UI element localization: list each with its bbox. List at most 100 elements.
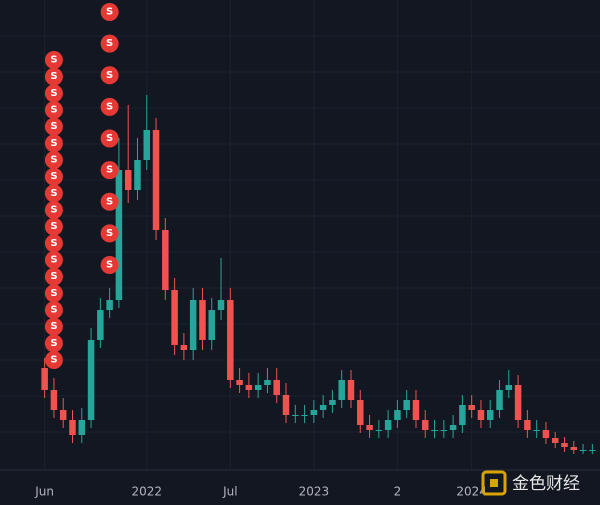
- signal-marker: [44, 317, 63, 336]
- candle-body: [384, 420, 392, 430]
- signal-label: S: [50, 355, 57, 366]
- signal-marker: [100, 192, 119, 211]
- candle-body: [570, 447, 578, 450]
- candle-body: [162, 230, 169, 290]
- signal-label: S: [50, 271, 57, 282]
- candle-body: [41, 368, 48, 390]
- x-tick-label: 2023: [299, 485, 330, 499]
- signal-marker: [100, 3, 119, 21]
- signal-label: S: [106, 165, 113, 176]
- candle-body: [180, 345, 188, 350]
- signal-label: S: [50, 338, 57, 349]
- signal-label: S: [50, 188, 57, 199]
- candle-body: [189, 300, 197, 350]
- signal-marker: [100, 66, 119, 85]
- candle-body: [97, 310, 104, 340]
- watermark-logo-core: [490, 479, 498, 487]
- candle-body: [50, 390, 58, 410]
- candle-body: [59, 410, 67, 420]
- candle-body: [589, 450, 596, 451]
- signal-marker: [44, 117, 63, 136]
- signal-label: S: [50, 71, 57, 82]
- watermark: 金色财经: [481, 470, 580, 496]
- candle-body: [524, 420, 531, 430]
- signal-marker: [44, 67, 63, 86]
- candle-body: [579, 450, 587, 451]
- candle-body: [422, 420, 429, 430]
- candle-body: [69, 420, 76, 435]
- signal-marker: [44, 234, 63, 253]
- candle-body: [394, 410, 401, 420]
- candle-body: [124, 170, 132, 190]
- candle-body: [264, 380, 271, 385]
- signal-label: S: [50, 55, 57, 66]
- candle-body: [282, 395, 290, 415]
- candle-body: [87, 340, 95, 420]
- signal-label: S: [50, 205, 57, 216]
- signal-label: S: [50, 121, 57, 132]
- signal-marker: [44, 184, 63, 203]
- candle-body: [338, 380, 345, 400]
- signal-label: S: [50, 255, 57, 266]
- candle-body: [496, 390, 503, 410]
- signal-marker: [44, 201, 63, 219]
- signal-label: S: [50, 105, 57, 116]
- signal-marker: [44, 151, 63, 169]
- signal-marker: [44, 334, 63, 353]
- candle-body: [551, 438, 559, 443]
- candle-body: [357, 400, 364, 425]
- candle-body: [440, 430, 448, 431]
- candle-body: [542, 430, 550, 438]
- candle-body: [412, 400, 420, 420]
- signal-label: S: [50, 305, 57, 316]
- signal-label: S: [106, 228, 113, 239]
- signal-marker: [100, 256, 119, 274]
- signal-label: S: [106, 101, 113, 112]
- signal-label: S: [106, 38, 113, 49]
- candle-body: [301, 415, 308, 416]
- signal-marker: [44, 51, 63, 69]
- x-tick-label: 2: [394, 485, 402, 499]
- x-tick-label: Jun: [34, 485, 54, 499]
- candle-body: [217, 300, 225, 310]
- signal-label: S: [106, 70, 113, 81]
- signal-marker: [100, 224, 119, 243]
- candle-body: [486, 410, 494, 420]
- signal-marker: [100, 34, 119, 53]
- candle-body: [292, 415, 299, 416]
- candle-body: [319, 405, 327, 410]
- candle-body: [366, 425, 373, 430]
- x-tick-label: 2022: [131, 485, 162, 499]
- candle-body: [403, 400, 410, 410]
- signal-marker: [100, 161, 119, 180]
- signal-marker: [44, 101, 63, 119]
- candle-body: [329, 400, 336, 405]
- candles: [41, 95, 596, 454]
- signal-label: S: [50, 88, 57, 99]
- x-tick-label: 2024: [456, 485, 487, 499]
- signal-marker: [44, 167, 63, 186]
- candle-body: [115, 170, 123, 300]
- signal-label: S: [50, 321, 57, 332]
- candle-body: [459, 405, 466, 425]
- candle-body: [533, 430, 540, 431]
- signal-label: S: [50, 221, 57, 232]
- candle-body: [171, 290, 178, 345]
- candle-body: [273, 380, 280, 395]
- signal-marker: [44, 284, 63, 303]
- signal-label: S: [50, 138, 57, 149]
- candle-body: [449, 425, 457, 430]
- signal-marker: [100, 97, 119, 116]
- candle-body: [310, 410, 318, 415]
- candle-body: [431, 430, 438, 431]
- candle-body: [347, 380, 355, 400]
- signal-label: S: [50, 171, 57, 182]
- watermark-logo: [481, 470, 507, 496]
- signal-marker: [44, 134, 63, 153]
- signal-label: S: [50, 288, 57, 299]
- watermark-text: 金色财经: [512, 474, 580, 494]
- x-axis-labels: Jun 2022 Jul 2023 2 2024: [34, 485, 487, 499]
- signal-label: S: [50, 238, 57, 249]
